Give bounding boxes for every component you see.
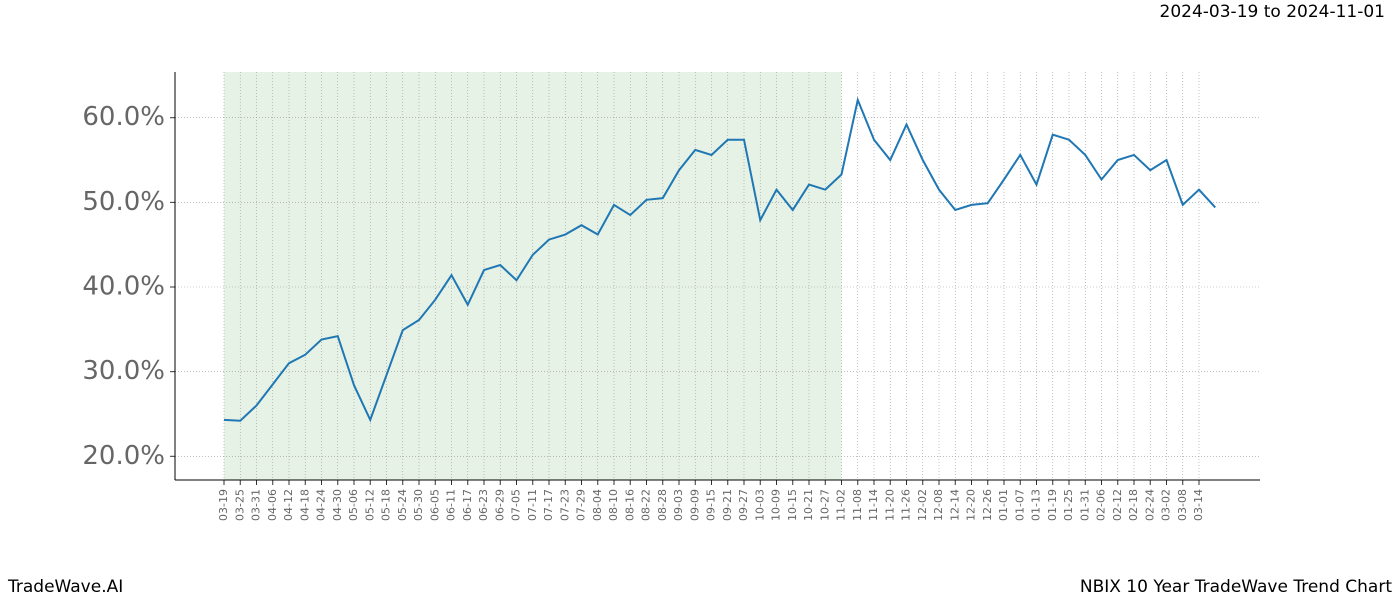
x-tick-label: 07-05	[510, 489, 523, 521]
x-tick-label: 11-14	[867, 489, 880, 521]
x-tick-label: 01-13	[1030, 489, 1043, 521]
x-tick-label: 10-15	[786, 489, 799, 521]
x-tick-label: 12-20	[965, 489, 978, 521]
x-tick-label: 06-29	[493, 489, 506, 521]
data-line	[223, 96, 1216, 423]
y-tick-label: 60.0%	[82, 102, 165, 132]
x-tick-label: 10-03	[753, 489, 766, 521]
x-tick-label: 07-17	[542, 489, 555, 521]
x-tick-label: 01-25	[1062, 489, 1075, 521]
x-tick-label: 03-31	[250, 489, 263, 521]
x-tick-label: 09-09	[688, 489, 701, 521]
x-tick-label: 03-14	[1192, 489, 1205, 521]
x-tick-label: 06-17	[461, 489, 474, 521]
x-tick-label: 09-15	[705, 489, 718, 521]
x-tick-label: 09-03	[672, 489, 685, 521]
y-tick-label: 50.0%	[82, 187, 165, 217]
x-tick-label: 05-30	[412, 489, 425, 521]
x-tick-label: 04-30	[331, 489, 344, 521]
x-tick-label: 05-06	[347, 489, 360, 521]
x-tick-label: 04-06	[266, 489, 279, 521]
x-tick-label: 12-08	[932, 489, 945, 521]
x-tick-label: 07-11	[526, 489, 539, 521]
x-tick-label: 05-24	[396, 489, 409, 521]
x-tick-label: 04-18	[298, 489, 311, 521]
x-tick-label: 06-23	[477, 489, 490, 521]
x-tick-label: 12-26	[981, 489, 994, 521]
x-tick-label: 10-21	[802, 489, 815, 521]
x-tick-label: 01-31	[1078, 489, 1091, 521]
footer-left: TradeWave.AI	[7, 577, 123, 597]
x-tick-label: 01-07	[1013, 489, 1026, 521]
x-tick-label: 08-16	[623, 489, 636, 521]
x-tick-label: 12-14	[948, 489, 961, 521]
x-tick-label: 07-29	[575, 489, 588, 521]
x-tick-label: 03-08	[1176, 489, 1189, 521]
x-tick-label: 08-22	[640, 489, 653, 521]
x-tick-label: 09-27	[737, 489, 750, 521]
x-tick-label: 03-25	[233, 489, 246, 521]
y-tick-label: 40.0%	[82, 272, 165, 302]
x-tick-label: 08-28	[656, 489, 669, 521]
x-tick-label: 12-02	[916, 489, 929, 521]
x-tick-label: 02-06	[1095, 489, 1108, 521]
x-tick-label: 07-23	[558, 489, 571, 521]
x-tick-label: 06-11	[445, 489, 458, 521]
x-tick-label: 03-02	[1160, 489, 1173, 521]
x-tick-label: 01-01	[997, 489, 1010, 521]
x-tick-label: 05-18	[380, 489, 393, 521]
x-tick-label: 08-04	[591, 489, 604, 521]
x-tick-label: 03-19	[217, 489, 230, 521]
y-tick-label: 20.0%	[82, 441, 165, 471]
x-tick-label: 01-19	[1046, 489, 1059, 521]
footer-right: NBIX 10 Year TradeWave Trend Chart	[1080, 577, 1392, 597]
x-tick-label: 11-02	[835, 489, 848, 521]
x-tick-label: 06-05	[428, 489, 441, 521]
x-tick-label: 05-12	[363, 489, 376, 521]
x-tick-label: 11-08	[851, 489, 864, 521]
y-tick-label: 30.0%	[82, 356, 165, 386]
x-tick-label: 02-24	[1143, 489, 1156, 521]
x-tick-label: 10-27	[818, 489, 831, 521]
x-tick-label: 11-20	[883, 489, 896, 521]
x-tick-label: 11-26	[900, 489, 913, 521]
x-tick-label: 04-24	[315, 489, 328, 521]
chart-title: 2024-03-19 to 2024-11-01	[1160, 2, 1385, 22]
x-tick-label: 02-18	[1127, 489, 1140, 521]
x-tick-label: 09-21	[721, 489, 734, 521]
x-tick-label: 08-10	[607, 489, 620, 521]
x-tick-label: 02-12	[1111, 489, 1124, 521]
x-tick-label: 04-12	[282, 489, 295, 521]
x-tick-label: 10-09	[770, 489, 783, 521]
